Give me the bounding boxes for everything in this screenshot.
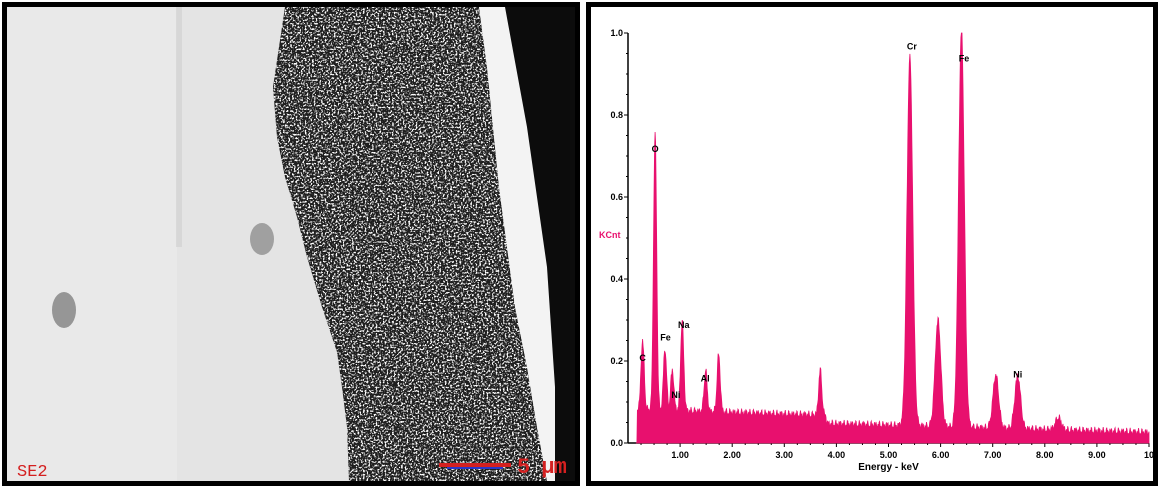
sem-micrograph-panel: SE2 5 µm — [2, 2, 580, 486]
peak-label-ni: Ni — [671, 390, 680, 400]
y-tick-label: 0.6 — [610, 192, 623, 202]
y-tick-label: 0.2 — [610, 356, 623, 366]
y-tick-label: 1.0 — [610, 28, 623, 38]
spectrum-peak — [664, 381, 666, 382]
y-axis-label: KCnt — [599, 230, 621, 240]
spectrum-peak — [642, 372, 644, 374]
sem-micrograph-image — [7, 7, 575, 481]
spectrum-peak — [960, 44, 962, 46]
y-tick-label: 0.8 — [610, 110, 623, 120]
spectrum-area — [635, 32, 1150, 444]
spectrum-peak — [681, 352, 683, 354]
eds-spectrum-chart: 0.0 0.2 0.4 0.6 0.8 1.0 1.00 2.00 3.00 4.00 5.00 6.… — [599, 28, 1153, 473]
x-tick-label: 3.00 — [776, 450, 794, 460]
spectrum-peak — [937, 335, 939, 337]
spectrum-peak — [995, 389, 997, 391]
x-tick-label: 8.00 — [1036, 450, 1054, 460]
spectrum-peak — [909, 73, 911, 75]
peak-label-cr: Cr — [907, 41, 917, 51]
x-tick-label: 2.00 — [723, 450, 741, 460]
spectrum-peak — [705, 401, 707, 403]
eds-spectrum-panel: 0.0 0.2 0.4 0.6 0.8 1.0 1.00 2.00 3.00 4.00 5.00 6.… — [586, 2, 1158, 486]
x-tick-label: 1.00 — [671, 450, 689, 460]
peak-label-fe: Fe — [959, 54, 970, 64]
peak-label-al: Al — [701, 374, 710, 384]
spectrum-peak — [671, 401, 673, 403]
spectrum-peak — [1017, 389, 1019, 391]
spectrum-peak — [718, 385, 720, 387]
x-tick-label: 5.00 — [880, 450, 898, 460]
x-tick-label: 4.00 — [828, 450, 846, 460]
peak-label-o: O — [652, 144, 659, 154]
y-tick-label: 0.0 — [610, 438, 623, 448]
x-tick-label: 10 — [1144, 450, 1153, 460]
scale-bar-label: 5 µm — [517, 455, 567, 480]
spectrum-peak — [654, 163, 656, 165]
peak-label-fe: Fe — [660, 333, 671, 343]
spectrum-peak — [1057, 430, 1059, 432]
x-tick-label: 7.00 — [984, 450, 1002, 460]
x-tick-label: 9.00 — [1088, 450, 1106, 460]
peak-label-c: C — [639, 353, 646, 363]
y-tick-label: 0.4 — [610, 274, 623, 284]
peak-label-ni: Ni — [1013, 369, 1022, 379]
spectrum-peak — [819, 397, 821, 399]
x-tick-label: 6.00 — [932, 450, 950, 460]
x-axis-label: Energy - keV — [858, 462, 919, 473]
detector-label: SE2 — [17, 463, 48, 482]
peak-label-na: Na — [678, 320, 690, 330]
